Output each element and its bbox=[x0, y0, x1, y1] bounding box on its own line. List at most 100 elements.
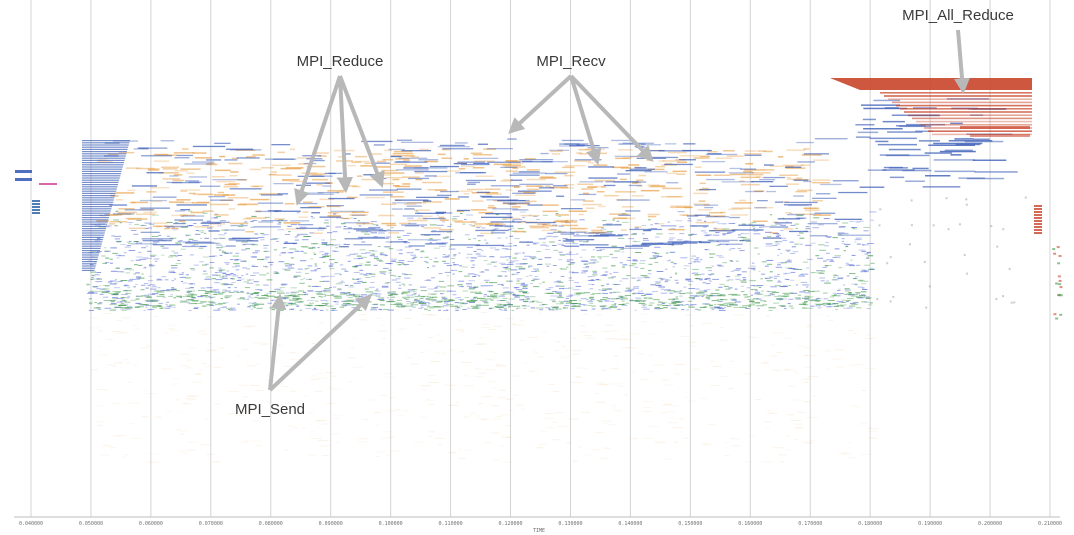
send-trace bbox=[234, 287, 237, 289]
recv-trace bbox=[512, 218, 523, 221]
recv-trace bbox=[729, 216, 740, 219]
send-trace bbox=[436, 301, 439, 303]
send-trace bbox=[371, 304, 378, 306]
recv-trace bbox=[141, 155, 173, 157]
send-trace bbox=[773, 277, 777, 279]
send-trace bbox=[554, 292, 559, 294]
send-trace bbox=[529, 296, 536, 298]
reduce-trace bbox=[794, 423, 803, 425]
send-trace bbox=[222, 273, 226, 275]
all-reduce-trace bbox=[1034, 208, 1042, 210]
reduce-trace bbox=[794, 427, 804, 429]
recv-trace bbox=[423, 217, 446, 220]
send-trace bbox=[581, 270, 589, 272]
reduce-trace bbox=[526, 188, 540, 191]
send-trace bbox=[823, 218, 830, 220]
recv-trace bbox=[297, 175, 325, 177]
reduce-trace bbox=[380, 394, 388, 396]
send-trace bbox=[291, 304, 298, 306]
reduce-trace bbox=[849, 364, 858, 366]
reduce-trace bbox=[422, 201, 442, 203]
send-trace bbox=[827, 236, 831, 238]
send-trace bbox=[659, 308, 664, 309]
reduce-trace bbox=[672, 427, 683, 429]
send-trace bbox=[250, 226, 255, 228]
send-trace bbox=[387, 291, 395, 293]
send-trace bbox=[484, 298, 492, 300]
send-trace bbox=[246, 293, 253, 295]
send-trace bbox=[452, 273, 455, 275]
reduce-trace bbox=[383, 431, 393, 433]
reduce-trace bbox=[684, 206, 692, 209]
send-trace bbox=[545, 245, 550, 247]
send-trace bbox=[780, 230, 784, 232]
send-trace bbox=[490, 294, 498, 296]
send-trace bbox=[704, 289, 707, 291]
recv-trace bbox=[283, 242, 298, 244]
reduce-trace bbox=[557, 149, 563, 151]
recv-trace bbox=[82, 217, 109, 219]
recv-trace bbox=[494, 225, 514, 227]
recv-trace bbox=[918, 140, 940, 142]
send-trace bbox=[179, 276, 186, 278]
send-trace bbox=[122, 290, 132, 292]
reduce-trace bbox=[596, 382, 604, 384]
send-trace bbox=[255, 284, 260, 286]
send-trace bbox=[843, 307, 849, 309]
send-trace bbox=[112, 298, 118, 300]
send-trace bbox=[787, 259, 791, 261]
reduce-trace bbox=[206, 162, 216, 165]
send-trace bbox=[123, 304, 128, 306]
send-trace bbox=[127, 295, 130, 297]
send-trace bbox=[590, 256, 596, 258]
reduce-trace bbox=[392, 178, 400, 181]
recv-trace bbox=[634, 167, 647, 169]
send-trace bbox=[114, 306, 123, 308]
reduce-trace bbox=[202, 363, 207, 364]
reduce-trace bbox=[512, 167, 519, 170]
reduce-trace bbox=[831, 358, 842, 360]
send-trace bbox=[516, 280, 520, 282]
reduce-trace bbox=[529, 337, 538, 338]
send-trace bbox=[446, 275, 450, 277]
recv-trace bbox=[877, 143, 917, 146]
send-trace bbox=[711, 265, 714, 267]
recv-trace bbox=[683, 143, 696, 145]
send-trace bbox=[252, 252, 258, 254]
send-trace bbox=[214, 291, 221, 293]
recv-trace bbox=[521, 161, 553, 163]
send-trace bbox=[359, 249, 366, 251]
send-trace bbox=[306, 305, 314, 307]
send-trace bbox=[156, 295, 165, 297]
send-trace bbox=[741, 236, 747, 238]
send-trace bbox=[837, 232, 845, 234]
send-trace bbox=[394, 275, 397, 277]
send-trace bbox=[542, 303, 546, 305]
send-trace bbox=[635, 300, 641, 302]
send-trace bbox=[429, 242, 432, 244]
send-trace bbox=[473, 250, 477, 252]
reduce-trace bbox=[470, 412, 476, 414]
reduce-trace bbox=[491, 432, 500, 434]
send-trace bbox=[196, 230, 199, 231]
reduce-trace bbox=[275, 337, 280, 339]
reduce-trace bbox=[179, 430, 187, 432]
send-trace bbox=[314, 269, 318, 271]
send-trace bbox=[353, 272, 360, 273]
send-trace bbox=[106, 291, 111, 293]
send-trace bbox=[626, 259, 632, 261]
send-trace bbox=[758, 270, 761, 272]
reduce-trace bbox=[541, 332, 547, 334]
send-trace bbox=[740, 306, 748, 308]
send-trace bbox=[545, 288, 551, 290]
mpi-reduce-arrow bbox=[294, 75, 342, 206]
reduce-trace bbox=[378, 330, 387, 332]
reduce-trace bbox=[583, 335, 592, 337]
send-trace bbox=[478, 275, 481, 277]
reduce-trace bbox=[334, 417, 339, 419]
send-trace bbox=[585, 299, 589, 301]
reduce-trace bbox=[804, 209, 820, 212]
recv-trace bbox=[82, 175, 121, 177]
send-trace bbox=[1056, 246, 1060, 249]
send-trace bbox=[139, 242, 143, 244]
